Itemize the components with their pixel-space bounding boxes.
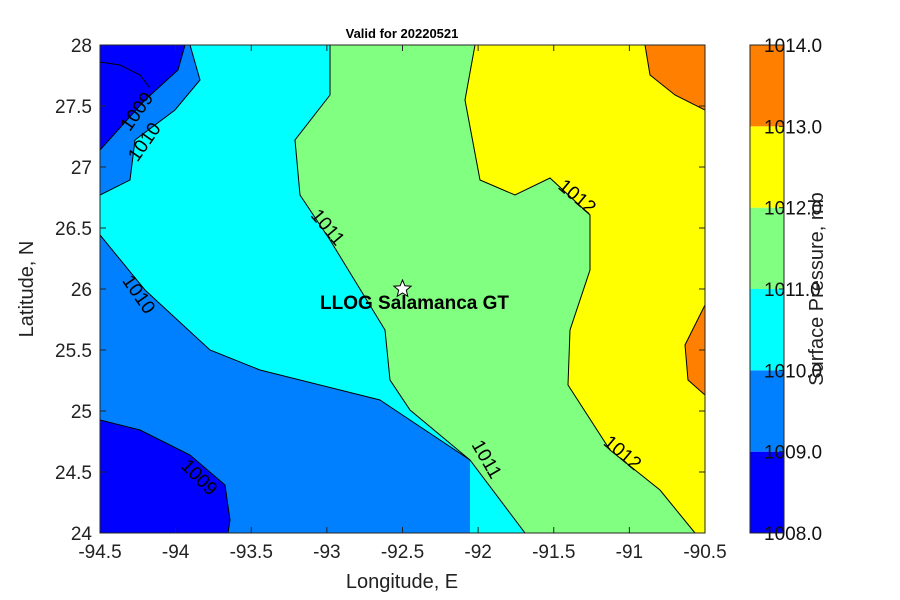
y-tick-label: 27 [71,158,92,179]
y-tick-label: 28 [71,36,92,57]
y-tick-label: 26.5 [55,219,92,240]
contour-line-1013-north [644,45,705,111]
contour-line-1009-south [100,419,231,533]
x-tick-label: -93.5 [230,542,273,563]
colorbar-tick-label: 1009.0 [764,443,822,464]
colorbar-tick-label: 1008.0 [764,524,822,545]
colorbar-segment [750,45,784,127]
colorbar-tick-label: 1012.0 [764,199,822,220]
colorbar-segment [750,370,784,452]
contour-line-1009-north-inner [100,61,151,89]
y-tick-label: 24.5 [55,463,92,484]
band-1008-1009-northwest [100,45,185,150]
x-tick-label: -91.5 [532,542,575,563]
band-1008-1009-southwest [100,420,230,533]
station-marker-layer: LLOG Salamanca GT [320,278,509,314]
chart-title: Valid for 20220521 [346,26,459,41]
colorbar-tick-label: 1010.0 [764,361,822,382]
colorbar-segment [750,289,784,371]
colorbar-label: Surface Pressure, mb [806,192,828,385]
band-1013-1014-east [685,305,705,395]
colorbar-tick-label: 1011.0 [764,280,821,301]
contour-line-1010-north [100,45,201,196]
colorbar-tick-label: 1014.0 [764,36,822,57]
contour-line-1013-east [684,304,705,396]
y-tick-label: 25 [71,402,92,423]
x-tick-label: -92.5 [381,542,424,563]
band-1011-1012 [295,45,695,533]
y-tick-label: 25.5 [55,341,92,362]
contour-fill-area [100,45,705,533]
colorbar-tick-label: 1013.0 [764,117,822,138]
station-label: LLOG Salamanca GT [320,293,509,314]
y-tick-label: 26 [71,280,92,301]
contour-line-1009-north [100,45,186,151]
x-tick-label: -90.5 [683,542,726,563]
y-tick-label: 27.5 [55,97,92,118]
x-tick-label: -94 [162,542,190,563]
station-star-icon [392,278,413,298]
colorbar: 1008.0 1009.0 1010.0 1011.0 1012.0 1013.0 1014… [749,36,822,545]
band-1012-1013 [465,45,705,533]
colorbar-segment [750,207,784,289]
x-axis: -94.5 -94 -93.5 -93 -92.5 -92 -91.5 -91 -90.5 [78,45,727,563]
colorbar-segment [750,451,784,533]
y-tick-label: 24 [71,524,93,545]
y-axis-label: Latitude, N [16,241,38,338]
x-tick-label: -94.5 [78,542,121,563]
band-1013-1014-north [645,45,705,110]
contour-line-1011 [294,45,471,461]
x-tick-label: -92 [464,542,491,563]
colorbar-segment [750,126,784,208]
y-axis: 24 24.5 25 25.5 26 26.5 27 27.5 28 [55,36,705,545]
x-axis-label: Longitude, E [346,571,458,593]
contour-line-1012 [464,45,696,533]
x-tick-label: -91 [616,542,643,563]
x-tick-label: -93 [313,542,340,563]
